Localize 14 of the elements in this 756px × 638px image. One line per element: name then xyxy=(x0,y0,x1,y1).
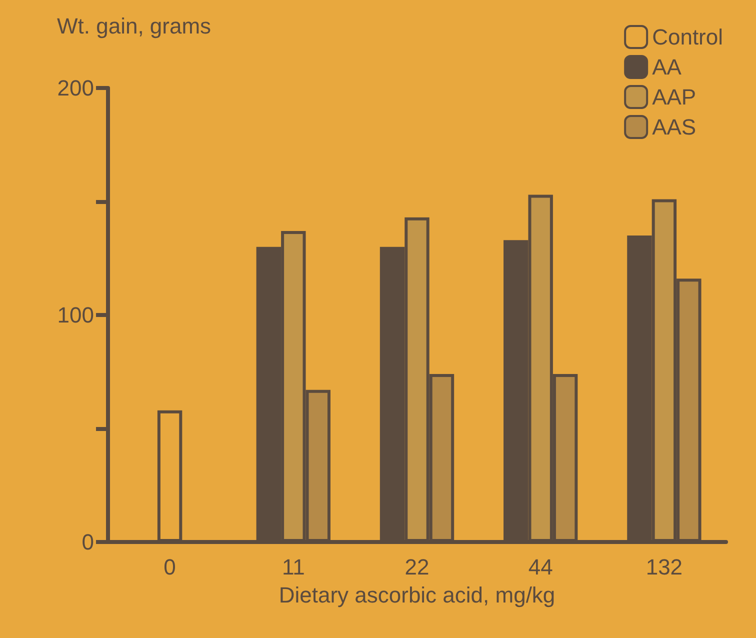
y-tick-label: 200 xyxy=(57,76,94,100)
legend-label: AAP xyxy=(652,84,696,110)
y-tick-label: 100 xyxy=(57,302,94,328)
y-axis-title: Wt. gain, grams xyxy=(57,14,212,38)
x-tick-label: 11 xyxy=(282,554,305,580)
x-tick-label: 44 xyxy=(528,554,553,580)
y-tick-label: 0 xyxy=(82,530,94,554)
x-tick-label: 22 xyxy=(404,554,430,580)
legend-label: AAS xyxy=(652,114,696,140)
x-axis-title: Dietary ascorbic acid, mg/kg xyxy=(278,582,556,608)
x-tick-label: 132 xyxy=(646,554,683,580)
x-tick-label: 0 xyxy=(164,554,176,580)
legend-label: AA xyxy=(652,54,682,80)
legend-label: Control xyxy=(652,24,723,50)
